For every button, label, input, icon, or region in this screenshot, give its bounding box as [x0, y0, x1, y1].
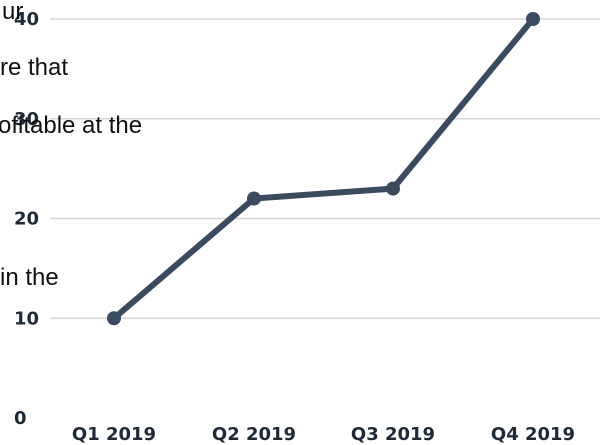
gridlines [50, 18, 600, 319]
x-axis-ticks: Q1 2019 Q2 2019 Q3 2019 Q4 2019 [72, 424, 575, 445]
x-tick-label: Q1 2019 [72, 424, 156, 445]
x-tick-label: Q3 2019 [351, 424, 435, 445]
y-tick-label: 20 [14, 209, 39, 230]
data-point [247, 191, 261, 206]
y-tick-label: 0 [14, 408, 27, 429]
y-tick-label: 40 [14, 9, 39, 30]
data-point [386, 181, 400, 196]
series-group [107, 12, 540, 326]
series-line [111, 16, 536, 322]
y-tick-label: 30 [14, 109, 39, 130]
x-tick-label: Q2 2019 [212, 424, 296, 445]
y-axis-ticks: 0 10 20 30 40 [14, 9, 39, 429]
data-point [107, 311, 121, 326]
data-point [526, 12, 540, 26]
x-tick-label: Q4 2019 [491, 424, 575, 445]
y-tick-label: 10 [14, 308, 39, 329]
